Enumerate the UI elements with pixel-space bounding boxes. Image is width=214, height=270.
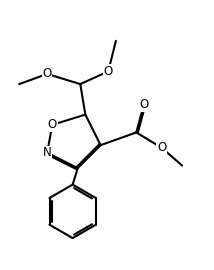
Text: O: O xyxy=(104,65,113,78)
Text: O: O xyxy=(139,98,149,111)
Text: O: O xyxy=(48,118,57,131)
Text: O: O xyxy=(43,68,52,80)
Text: N: N xyxy=(43,146,52,159)
Text: O: O xyxy=(157,141,166,154)
